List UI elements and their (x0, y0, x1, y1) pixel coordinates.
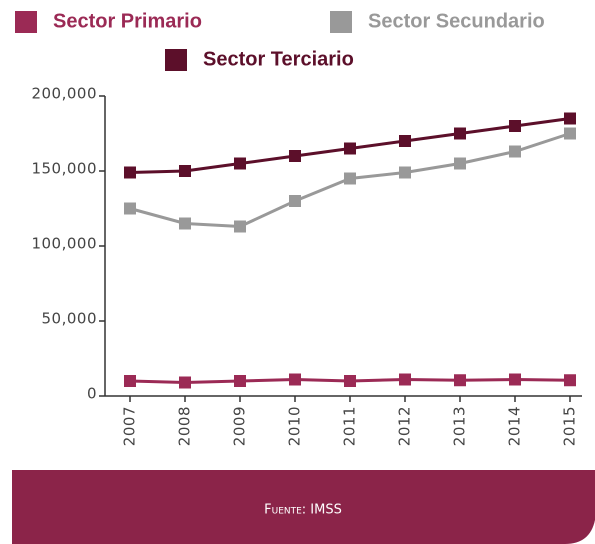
x-tick-label: 2009 (231, 406, 249, 446)
marker (564, 127, 576, 140)
marker (399, 166, 411, 179)
legend-label: Sector Secundario (368, 10, 545, 32)
marker (399, 373, 411, 386)
x-tick-label: 2013 (451, 406, 469, 446)
x-tick-label: 2015 (561, 406, 579, 446)
y-tick-label: 100,000 (31, 235, 97, 253)
marker (399, 135, 411, 147)
marker (234, 157, 246, 170)
marker (509, 120, 521, 132)
legend-label: Sector Primario (53, 10, 202, 32)
legend-label: Sector Terciario (203, 48, 354, 70)
x-tick-label: 2011 (341, 406, 359, 446)
x-tick-label: 2014 (506, 406, 524, 446)
marker (564, 374, 576, 387)
marker (454, 127, 466, 140)
marker (124, 202, 136, 215)
marker (289, 195, 301, 207)
source: Fuente: IMSS (264, 503, 342, 518)
marker (179, 165, 191, 177)
marker (234, 375, 246, 387)
legend-swatch (15, 11, 37, 33)
marker (344, 172, 356, 185)
legend-swatch (165, 49, 187, 71)
y-tick-label: 50,000 (42, 310, 98, 328)
y-tick-label: 0 (87, 385, 97, 403)
footer-band (12, 470, 595, 544)
marker (124, 375, 136, 387)
marker (234, 220, 246, 233)
x-tick-label: 2007 (121, 406, 139, 446)
marker (344, 375, 356, 387)
marker (289, 373, 301, 386)
marker (454, 374, 466, 387)
marker (454, 157, 466, 170)
x-tick-label: 2008 (176, 406, 194, 446)
marker (564, 112, 576, 125)
marker (179, 217, 191, 230)
marker (124, 166, 136, 179)
x-tick-label: 2010 (286, 406, 304, 446)
y-tick-label: 150,000 (31, 160, 97, 178)
marker (509, 373, 521, 386)
legend-swatch (330, 11, 352, 33)
marker (179, 376, 191, 389)
marker (289, 150, 301, 162)
marker (344, 142, 356, 155)
x-tick-label: 2012 (396, 406, 414, 446)
marker (509, 145, 521, 158)
y-tick-label: 200,000 (31, 85, 97, 103)
